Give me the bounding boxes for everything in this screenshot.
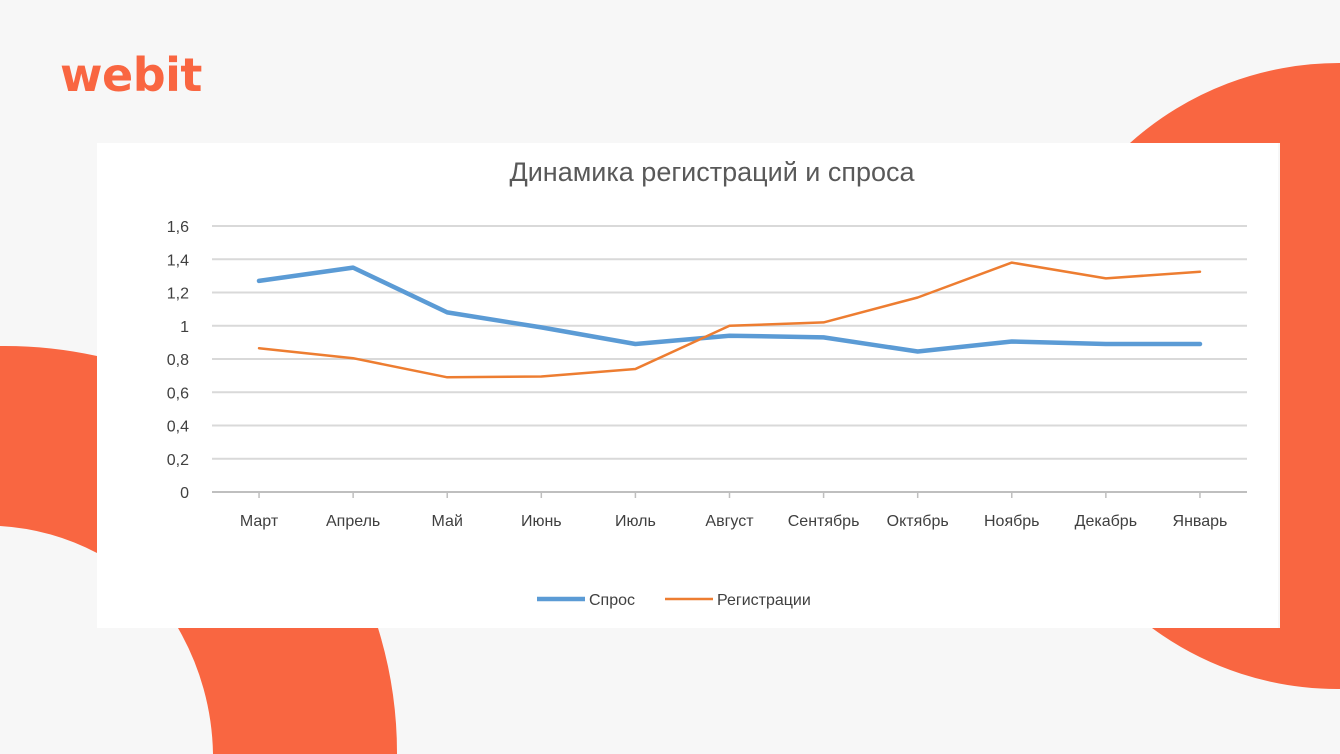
x-tick-label: Апрель bbox=[326, 513, 380, 530]
legend: Спрос Регистрации bbox=[537, 592, 811, 609]
y-tick-label: 0,2 bbox=[167, 452, 189, 469]
x-tick-label: Май bbox=[432, 513, 463, 530]
x-tick-label: Август bbox=[705, 513, 754, 530]
legend-label: Спрос bbox=[589, 592, 635, 609]
y-tick-label: 0 bbox=[180, 485, 189, 502]
decor-arc-left bbox=[0, 345, 97, 553]
x-tick-label: Июнь bbox=[521, 513, 562, 530]
x-tick-label: Март bbox=[240, 513, 279, 530]
x-tick-label: Сентябрь bbox=[788, 513, 860, 530]
y-axis-tick-labels: 0 0,2 0,4 0,6 0,8 1 1,2 1,4 1,6 bbox=[167, 219, 189, 502]
webit-logo: webit bbox=[60, 48, 202, 102]
y-tick-label: 0,8 bbox=[167, 352, 189, 369]
x-tick-label: Октябрь bbox=[887, 513, 949, 530]
grid-lines bbox=[212, 225, 1247, 498]
y-tick-label: 1 bbox=[180, 319, 189, 336]
legend-label: Регистрации bbox=[717, 592, 811, 609]
x-tick-label: Ноябрь bbox=[984, 513, 1040, 530]
decor-arc-bottom bbox=[178, 628, 398, 754]
series-lines bbox=[256, 261, 1203, 379]
y-tick-label: 1,6 bbox=[167, 219, 189, 236]
x-tick-label: Январь bbox=[1173, 513, 1228, 530]
chart-panel: Динамика регистраций и спроса 0 0,2 0,4 0,6… bbox=[97, 143, 1278, 628]
y-tick-label: 0,6 bbox=[167, 385, 189, 402]
decor-circle-top-right bbox=[1130, 62, 1340, 690]
x-tick-label: Июль bbox=[615, 513, 656, 530]
line-chart: Динамика регистраций и спроса 0 0,2 0,4 0,6… bbox=[167, 157, 1247, 609]
chart-title: Динамика регистраций и спроса bbox=[509, 157, 915, 187]
y-tick-label: 1,4 bbox=[167, 252, 189, 269]
y-tick-label: 1,2 bbox=[167, 286, 189, 303]
series-line-demand bbox=[256, 265, 1203, 354]
series-line-registrations bbox=[257, 261, 1202, 379]
y-tick-label: 0,4 bbox=[167, 419, 189, 436]
x-tick-label: Декабрь bbox=[1075, 513, 1137, 530]
x-axis-tick-labels: Март Апрель Май Июнь Июль Август Сентябрь Октяб… bbox=[240, 513, 1227, 530]
